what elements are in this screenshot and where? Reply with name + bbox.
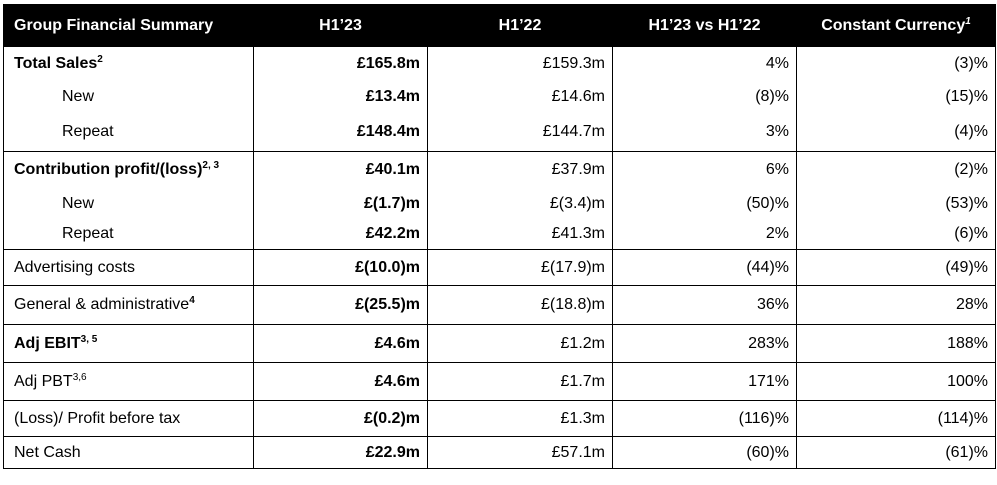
table-row-contribution-new: New £(1.7)m £(3.4)m (50)% (53)% [3, 188, 996, 220]
financial-summary-table: Group Financial Summary H1’23 H1’22 H1’2… [3, 4, 996, 469]
row-label: Repeat [3, 219, 254, 250]
cell-change: 2% [612, 219, 797, 250]
header-h1-22: H1’22 [427, 4, 613, 47]
row-label-text: Total Sales [14, 54, 98, 72]
row-label: Net Cash [3, 436, 254, 469]
cell-h1-22: £1.7m [427, 362, 613, 401]
table-row-contribution-profit: Contribution profit/(loss)2, 3 £40.1m £3… [3, 151, 996, 189]
cell-h1-22: £(17.9)m [427, 249, 613, 286]
cell-constant-currency: 188% [796, 324, 996, 363]
cell-change: 4% [612, 46, 797, 81]
header-constant-currency-label: Constant Currency [821, 16, 966, 34]
cell-change: 36% [612, 285, 797, 325]
table-row-contribution-repeat: Repeat £42.2m £41.3m 2% (6)% [3, 219, 996, 250]
table-header-row: Group Financial Summary H1’23 H1’22 H1’2… [3, 4, 996, 47]
cell-h1-23: £22.9m [253, 436, 428, 469]
cell-constant-currency: (114)% [796, 400, 996, 437]
cell-h1-22: £1.3m [427, 400, 613, 437]
row-label-text: General & administrative [14, 296, 190, 313]
table-row-total-sales-repeat: Repeat £148.4m £144.7m 3% (4)% [3, 113, 996, 152]
cell-h1-23: £13.4m [253, 80, 428, 114]
cell-change: 3% [612, 113, 797, 152]
cell-constant-currency: 28% [796, 285, 996, 325]
cell-h1-22: £14.6m [427, 80, 613, 114]
table-row-general-administrative: General & administrative4 £(25.5)m £(18.… [3, 285, 996, 325]
cell-h1-23: £165.8m [253, 46, 428, 81]
row-label-text: Contribution profit/(loss) [14, 161, 203, 179]
row-label: Total Sales2 [3, 46, 254, 81]
cell-h1-22: £(18.8)m [427, 285, 613, 325]
cell-h1-22: £(3.4)m [427, 188, 613, 220]
cell-h1-23: £4.6m [253, 362, 428, 401]
cell-h1-22: £41.3m [427, 219, 613, 250]
header-constant-currency: Constant Currency1 [796, 4, 996, 47]
row-label: Repeat [3, 113, 254, 152]
row-label: New [3, 80, 254, 114]
footnote-marker: 4 [189, 295, 195, 306]
table-row-net-cash: Net Cash £22.9m £57.1m (60)% (61)% [3, 436, 996, 469]
cell-h1-22: £37.9m [427, 151, 613, 189]
row-label: Adj PBT3,6 [3, 362, 254, 401]
cell-constant-currency: (3)% [796, 46, 996, 81]
financial-summary-container: Group Financial Summary H1’23 H1’22 H1’2… [3, 4, 996, 469]
table-row-profit-before-tax: (Loss)/ Profit before tax £(0.2)m £1.3m … [3, 400, 996, 437]
cell-h1-22: £1.2m [427, 324, 613, 363]
footnote-marker: 2 [97, 53, 103, 65]
cell-constant-currency: (6)% [796, 219, 996, 250]
cell-h1-23: £148.4m [253, 113, 428, 152]
cell-constant-currency: 100% [796, 362, 996, 401]
header-group-financial-summary: Group Financial Summary [3, 4, 254, 47]
footnote-marker: 2, 3 [202, 160, 220, 172]
cell-change: (60)% [612, 436, 797, 469]
table-row-adj-ebit: Adj EBIT3, 5 £4.6m £1.2m 283% 188% [3, 324, 996, 363]
cell-constant-currency: (4)% [796, 113, 996, 152]
cell-h1-23: £(25.5)m [253, 285, 428, 325]
table-row-advertising-costs: Advertising costs £(10.0)m £(17.9)m (44)… [3, 249, 996, 286]
cell-change: 283% [612, 324, 797, 363]
cell-h1-22: £144.7m [427, 113, 613, 152]
row-label-text: Adj PBT [14, 372, 73, 390]
cell-change: (44)% [612, 249, 797, 286]
row-label: Advertising costs [3, 249, 254, 286]
row-label: New [3, 188, 254, 220]
cell-constant-currency: (2)% [796, 151, 996, 189]
cell-h1-23: £40.1m [253, 151, 428, 189]
cell-h1-23: £(0.2)m [253, 400, 428, 437]
cell-constant-currency: (15)% [796, 80, 996, 114]
row-label: Contribution profit/(loss)2, 3 [3, 151, 254, 189]
cell-h1-23: £(1.7)m [253, 188, 428, 220]
row-label: (Loss)/ Profit before tax [3, 400, 254, 437]
header-h1-23: H1’23 [253, 4, 428, 47]
cell-change: (8)% [612, 80, 797, 114]
cell-h1-22: £159.3m [427, 46, 613, 81]
row-label-text: Adj EBIT [14, 334, 81, 352]
table-row-total-sales: Total Sales2 £165.8m £159.3m 4% (3)% [3, 46, 996, 81]
cell-change: 171% [612, 362, 797, 401]
cell-h1-23: £4.6m [253, 324, 428, 363]
table-row-total-sales-new: New £13.4m £14.6m (8)% (15)% [3, 80, 996, 114]
cell-h1-22: £57.1m [427, 436, 613, 469]
cell-constant-currency: (49)% [796, 249, 996, 286]
cell-change: (116)% [612, 400, 797, 437]
footnote-marker: 3,6 [72, 371, 87, 383]
row-label: General & administrative4 [3, 285, 254, 325]
row-label: Adj EBIT3, 5 [3, 324, 254, 363]
cell-h1-23: £(10.0)m [253, 249, 428, 286]
header-footnote-marker: 1 [965, 15, 971, 27]
table-row-adj-pbt: Adj PBT3,6 £4.6m £1.7m 171% 100% [3, 362, 996, 401]
header-change: H1’23 vs H1’22 [612, 4, 797, 47]
cell-change: 6% [612, 151, 797, 189]
cell-change: (50)% [612, 188, 797, 220]
cell-constant-currency: (61)% [796, 436, 996, 469]
cell-constant-currency: (53)% [796, 188, 996, 220]
footnote-marker: 3, 5 [80, 333, 98, 345]
cell-h1-23: £42.2m [253, 219, 428, 250]
